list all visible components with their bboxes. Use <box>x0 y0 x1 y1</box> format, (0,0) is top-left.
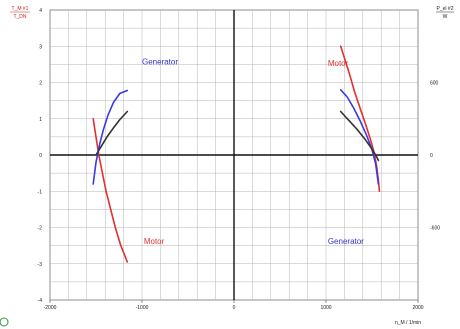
y-tick-label: 2 <box>39 81 42 87</box>
y1-axis-label-bottom: T_DN <box>13 14 26 20</box>
y2-axis-label-top: P_el #2 <box>437 6 454 12</box>
x-tick-label: 0 <box>233 305 236 311</box>
y-tick-label: 0 <box>39 153 42 159</box>
x-tick-label: -1000 <box>136 305 149 311</box>
axes <box>50 10 418 300</box>
y2-tick-label: 0 <box>430 153 433 159</box>
y-tick-label: -4 <box>38 298 43 304</box>
x-axis-label: n_M / 1/min <box>395 320 421 326</box>
x-tick-label: 2000 <box>412 305 423 311</box>
annotation-label: Motor <box>328 59 349 68</box>
y1-axis-label-top: T_M #1 <box>12 6 29 12</box>
y2-tick-label: 600 <box>430 81 439 87</box>
y2-tick-label: -600 <box>430 226 440 232</box>
y-tick-label: -3 <box>38 262 43 268</box>
tick-labels: -2000 -1000 0 1000 2000 -4 -3 -2 -1 0 1 2 3 4 -600 0 600 <box>38 8 441 311</box>
series <box>92 45 381 263</box>
y-tick-label: 4 <box>39 8 42 14</box>
y-tick-label: -2 <box>38 226 43 232</box>
y-tick-label: -1 <box>38 189 43 195</box>
annotation-label: Generator <box>328 237 364 246</box>
x-tick-label: 1000 <box>320 305 331 311</box>
corner-marker <box>0 317 9 327</box>
annotations: Generator Motor Motor Generator <box>142 57 364 245</box>
y-tick-label: 1 <box>39 117 42 123</box>
series-line-1 <box>92 118 129 263</box>
annotation-label: Motor <box>144 237 165 246</box>
annotation-label: Generator <box>142 57 178 66</box>
series-line-2 <box>92 89 129 185</box>
series-line-6 <box>339 110 380 162</box>
y-tick-label: 3 <box>39 44 42 50</box>
y2-axis-label-bottom: W <box>443 14 448 20</box>
x-tick-label: -2000 <box>44 305 57 311</box>
series-line-3 <box>95 110 129 156</box>
series-line-5 <box>339 89 380 185</box>
